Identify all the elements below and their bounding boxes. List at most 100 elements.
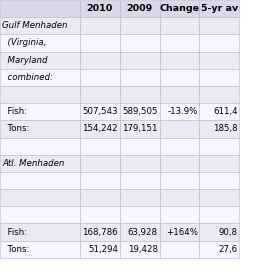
Bar [199,172,239,189]
Bar [199,206,239,223]
Text: 168,786: 168,786 [82,227,118,236]
Bar [80,86,120,103]
Bar [0,69,80,86]
Bar [160,155,199,172]
Bar [199,120,239,138]
Bar [120,138,160,155]
Text: 2009: 2009 [126,4,153,13]
Text: 154,242: 154,242 [82,124,118,133]
Text: Maryland: Maryland [2,56,48,65]
Bar [120,0,160,17]
Bar [0,223,80,241]
Bar [80,0,120,17]
Bar [160,189,199,206]
Bar [199,17,239,34]
Bar [120,86,160,103]
Bar [120,223,160,241]
Text: 589,505: 589,505 [122,107,158,116]
Bar [160,69,199,86]
Bar [80,223,120,241]
Bar [160,103,199,120]
Bar [120,172,160,189]
Bar [120,34,160,52]
Text: 27,6: 27,6 [218,245,238,254]
Bar [120,120,160,138]
Bar [120,103,160,120]
Bar [0,52,80,69]
Text: Gulf Menhaden: Gulf Menhaden [2,21,68,30]
Bar [199,103,239,120]
Bar [120,69,160,86]
Bar [160,0,199,17]
Bar [80,241,120,258]
Text: +164%: +164% [166,227,198,236]
Text: 63,928: 63,928 [128,227,158,236]
Bar [160,138,199,155]
Bar [199,0,239,17]
Bar [80,34,120,52]
Bar [160,34,199,52]
Text: Fish:: Fish: [2,227,27,236]
Bar [160,172,199,189]
Bar [0,86,80,103]
Bar [199,155,239,172]
Bar [199,69,239,86]
Bar [0,34,80,52]
Bar [160,206,199,223]
Bar [0,189,80,206]
Bar [0,17,80,34]
Bar [80,103,120,120]
Bar [199,189,239,206]
Text: -13.9%: -13.9% [167,107,198,116]
Bar [0,0,80,17]
Text: 507,543: 507,543 [82,107,118,116]
Text: 5-yr av: 5-yr av [201,4,238,13]
Bar [120,241,160,258]
Bar [120,155,160,172]
Bar [120,17,160,34]
Bar [80,206,120,223]
Bar [0,206,80,223]
Bar [199,241,239,258]
Bar [160,86,199,103]
Bar [80,155,120,172]
Bar [80,69,120,86]
Bar [160,223,199,241]
Text: Fish:: Fish: [2,107,27,116]
Text: (Virginia,: (Virginia, [2,39,46,48]
Bar [80,120,120,138]
Text: combined:: combined: [2,73,53,82]
Bar [199,52,239,69]
Text: Change: Change [160,4,199,13]
Bar [160,120,199,138]
Bar [0,120,80,138]
Text: 2010: 2010 [87,4,113,13]
Bar [0,155,80,172]
Bar [80,189,120,206]
Text: 185,8: 185,8 [213,124,238,133]
Bar [199,223,239,241]
Bar [120,52,160,69]
Bar [120,206,160,223]
Bar [80,17,120,34]
Bar [199,34,239,52]
Text: 51,294: 51,294 [88,245,118,254]
Bar [160,17,199,34]
Bar [199,86,239,103]
Text: Tons:: Tons: [2,124,30,133]
Bar [199,138,239,155]
Text: Tons:: Tons: [2,245,30,254]
Bar [160,241,199,258]
Bar [0,241,80,258]
Text: 179,151: 179,151 [122,124,158,133]
Bar [0,172,80,189]
Bar [80,172,120,189]
Text: 90,8: 90,8 [219,227,238,236]
Text: 19,428: 19,428 [128,245,158,254]
Bar [80,138,120,155]
Text: 611,4: 611,4 [213,107,238,116]
Text: Atl. Menhaden: Atl. Menhaden [2,159,65,168]
Bar [120,189,160,206]
Bar [80,52,120,69]
Bar [0,138,80,155]
